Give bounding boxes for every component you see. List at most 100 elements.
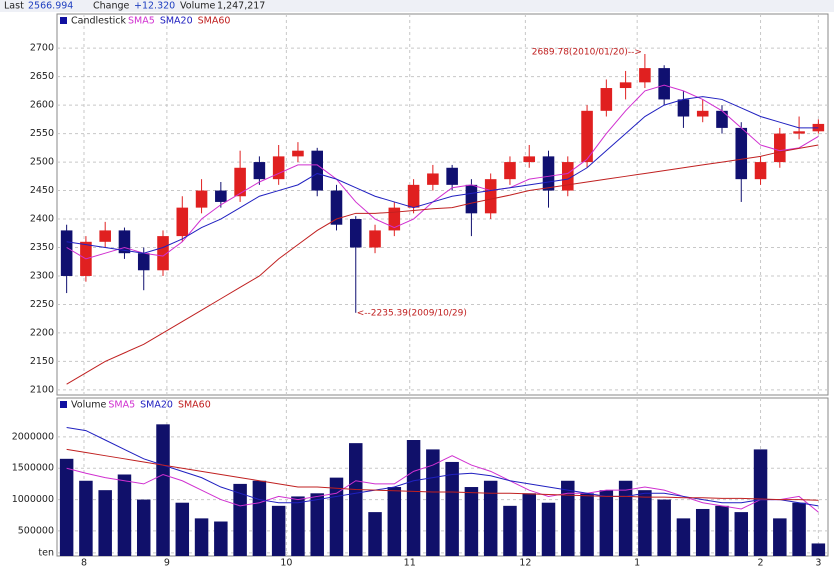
volume-bar <box>695 508 710 556</box>
panel-frame <box>56 397 829 557</box>
volume-bar <box>98 490 112 556</box>
y-tick-label: 2600 <box>30 100 54 111</box>
legend-swatch <box>60 401 67 408</box>
volume-bar <box>349 443 363 556</box>
volume-bar <box>483 480 498 556</box>
candle-body <box>427 173 439 185</box>
legend-label: Volume <box>71 400 106 411</box>
candle-body <box>157 236 169 271</box>
candle-body <box>774 133 786 163</box>
candle-body <box>137 253 150 271</box>
x-tick-label: 1 <box>634 558 640 569</box>
candle-body <box>349 219 362 248</box>
x-tick-label: 11 <box>404 558 416 569</box>
volume-bar <box>329 477 344 556</box>
x-tick-label: 2 <box>758 558 764 569</box>
y-tick-label: 1000000 <box>12 494 54 505</box>
y-tick-label: 2400 <box>30 214 54 225</box>
candle-body <box>330 190 343 225</box>
info-bar <box>0 0 834 12</box>
legend-swatch <box>60 17 67 24</box>
candle-body <box>677 99 690 117</box>
candle-body <box>812 123 825 132</box>
sma-line <box>66 455 819 513</box>
y-tick-label: 2550 <box>30 128 54 139</box>
candle-body <box>542 156 555 191</box>
volume-bar <box>406 440 421 556</box>
candle-body <box>407 184 420 208</box>
annotation: <--2235.39(2009/10/29) <box>357 308 467 318</box>
candle-body <box>600 88 613 111</box>
candle-body <box>658 68 670 100</box>
candle-body <box>619 82 632 89</box>
candle-body <box>754 162 767 180</box>
candle-body <box>388 207 401 231</box>
volume-bar <box>792 502 806 556</box>
volume-bar <box>715 505 729 556</box>
y-tick-label: 2450 <box>30 185 54 196</box>
candle-body <box>195 190 208 208</box>
candle-body <box>793 131 805 134</box>
y-tick-label: 2650 <box>30 71 54 82</box>
annotation: 2689.78(2010/01/20)--> <box>532 47 642 57</box>
volume-bar <box>464 487 479 556</box>
x-tick-label: 3 <box>815 558 821 569</box>
volume-bar <box>59 458 74 556</box>
sma-line <box>66 144 819 385</box>
legend-label: SMA5 <box>128 16 155 27</box>
y-tick-label: 2150 <box>30 356 54 367</box>
sma-line <box>66 96 819 254</box>
candle-body <box>234 167 246 197</box>
legend-label: SMA20 <box>160 16 193 27</box>
volume-bar <box>310 493 324 556</box>
candle-body <box>292 150 304 157</box>
volume-bar <box>368 512 382 556</box>
x-tick-label: 9 <box>164 558 170 569</box>
volume-bar <box>773 518 787 556</box>
x-tick-label: 8 <box>81 558 87 569</box>
volume-bar <box>561 480 575 556</box>
candle-body <box>581 110 593 163</box>
volume-bar <box>214 521 228 556</box>
volume-bar <box>580 493 594 556</box>
y-tick-label: 2700 <box>30 43 54 54</box>
y-tick-label: 2350 <box>30 242 54 253</box>
legend-label: Candlestick <box>71 16 127 27</box>
y-tick-label: ten <box>38 547 54 558</box>
volume-bar <box>638 490 652 556</box>
y-tick-label: 2100 <box>30 384 54 395</box>
candle-body <box>176 207 189 237</box>
candle-body <box>484 179 497 214</box>
y-tick-label: 2300 <box>30 270 54 281</box>
candle-body <box>311 150 323 191</box>
y-tick-label: 2250 <box>30 299 54 310</box>
volume-bar <box>233 483 247 556</box>
candle-body <box>504 162 516 180</box>
x-tick-label: 12 <box>519 558 531 569</box>
candle-body <box>716 110 728 128</box>
info-last-label: Last <box>4 1 24 12</box>
candle-body <box>99 230 111 242</box>
volume-bar <box>175 502 190 556</box>
volume-bar <box>136 499 151 556</box>
info-volume: 1,247,217 <box>217 1 265 12</box>
candle-body <box>446 167 458 185</box>
candle-body <box>523 156 536 163</box>
y-tick-label: 500000 <box>18 525 54 536</box>
candle-body <box>60 230 73 276</box>
candle-body <box>118 230 131 254</box>
sma-line <box>66 448 819 501</box>
candle-body <box>696 110 709 117</box>
volume-bar <box>753 449 768 556</box>
x-tick-label: 10 <box>280 558 292 569</box>
volume-bar <box>387 487 402 556</box>
candle-body <box>369 230 381 248</box>
volume-bar <box>599 490 614 556</box>
volume-bar <box>811 543 826 556</box>
volume-bar <box>79 480 93 556</box>
volume-bar <box>271 505 286 556</box>
volume-bar <box>657 499 671 556</box>
candle-body <box>735 127 748 180</box>
volume-bar <box>503 505 517 556</box>
volume-bar <box>291 496 305 556</box>
